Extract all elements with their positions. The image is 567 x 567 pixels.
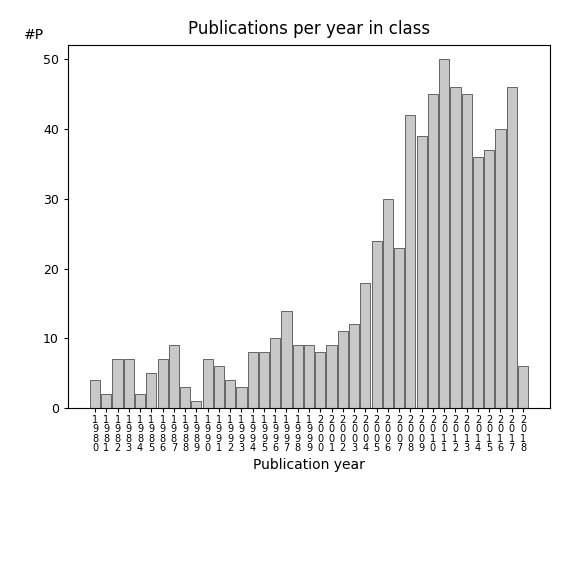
Bar (281, 311, 291, 408)
Y-axis label: #P: #P (24, 28, 44, 42)
Bar (135, 394, 145, 408)
Bar (90, 380, 100, 408)
Bar (349, 324, 359, 408)
Bar (124, 359, 134, 408)
Bar (214, 366, 224, 408)
Bar (191, 401, 201, 408)
Bar (394, 248, 404, 408)
Bar (338, 332, 348, 408)
Bar (158, 359, 168, 408)
Bar (327, 345, 337, 408)
X-axis label: Publication year: Publication year (253, 458, 365, 472)
Title: Publications per year in class: Publications per year in class (188, 20, 430, 38)
Bar (405, 115, 416, 408)
Bar (360, 282, 370, 408)
Bar (293, 345, 303, 408)
Bar (450, 87, 460, 408)
Bar (180, 387, 190, 408)
Bar (146, 373, 156, 408)
Bar (462, 94, 472, 408)
Bar (518, 366, 528, 408)
Bar (270, 338, 280, 408)
Bar (428, 94, 438, 408)
Bar (202, 359, 213, 408)
Bar (304, 345, 314, 408)
Bar (225, 380, 235, 408)
Bar (169, 345, 179, 408)
Bar (315, 353, 325, 408)
Bar (259, 353, 269, 408)
Bar (496, 129, 506, 408)
Bar (371, 241, 382, 408)
Bar (383, 199, 393, 408)
Bar (236, 387, 247, 408)
Bar (417, 136, 427, 408)
Bar (101, 394, 111, 408)
Bar (473, 157, 483, 408)
Bar (439, 60, 449, 408)
Bar (507, 87, 517, 408)
Bar (484, 150, 494, 408)
Bar (248, 353, 258, 408)
Bar (112, 359, 122, 408)
